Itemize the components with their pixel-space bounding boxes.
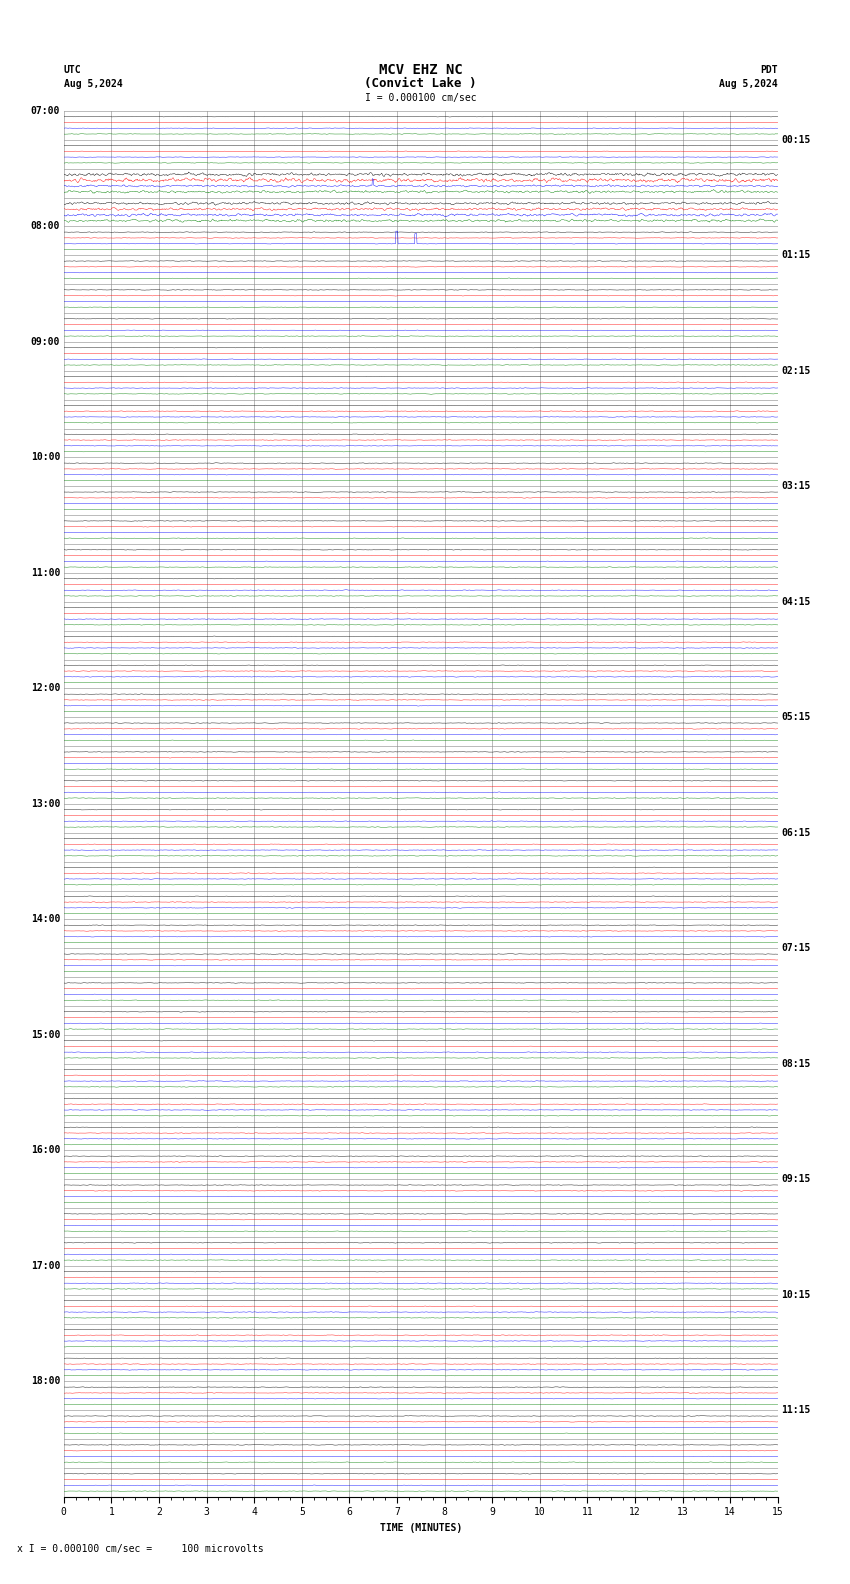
Text: (Convict Lake ): (Convict Lake ) [365, 78, 477, 90]
Text: Aug 5,2024: Aug 5,2024 [719, 79, 778, 89]
Text: 08:15: 08:15 [781, 1058, 811, 1069]
Text: 14:00: 14:00 [31, 914, 60, 925]
Text: I = 0.000100 cm/sec: I = 0.000100 cm/sec [365, 93, 477, 103]
Text: UTC: UTC [64, 65, 82, 74]
Text: 06:15: 06:15 [781, 828, 811, 838]
Text: MCV EHZ NC: MCV EHZ NC [379, 63, 462, 76]
Text: 10:00: 10:00 [31, 453, 60, 463]
Text: Aug 5,2024: Aug 5,2024 [64, 79, 122, 89]
Text: 15:00: 15:00 [31, 1030, 60, 1039]
Text: 17:00: 17:00 [31, 1261, 60, 1270]
Text: 10:15: 10:15 [781, 1289, 811, 1300]
Text: 18:00: 18:00 [31, 1376, 60, 1386]
Text: 00:15: 00:15 [781, 135, 811, 144]
Text: 07:00: 07:00 [31, 106, 60, 116]
Text: 13:00: 13:00 [31, 798, 60, 809]
Text: 08:00: 08:00 [31, 222, 60, 231]
Text: 16:00: 16:00 [31, 1145, 60, 1155]
Text: 03:15: 03:15 [781, 482, 811, 491]
Text: 02:15: 02:15 [781, 366, 811, 375]
Text: 05:15: 05:15 [781, 713, 811, 722]
Text: 11:00: 11:00 [31, 569, 60, 578]
Text: 04:15: 04:15 [781, 597, 811, 607]
Text: 01:15: 01:15 [781, 250, 811, 260]
Text: 11:15: 11:15 [781, 1405, 811, 1415]
Text: 09:15: 09:15 [781, 1174, 811, 1185]
Text: PDT: PDT [760, 65, 778, 74]
X-axis label: TIME (MINUTES): TIME (MINUTES) [380, 1522, 462, 1533]
Text: x I = 0.000100 cm/sec =     100 microvolts: x I = 0.000100 cm/sec = 100 microvolts [17, 1544, 264, 1554]
Text: 07:15: 07:15 [781, 942, 811, 954]
Text: 09:00: 09:00 [31, 337, 60, 347]
Text: 12:00: 12:00 [31, 683, 60, 694]
